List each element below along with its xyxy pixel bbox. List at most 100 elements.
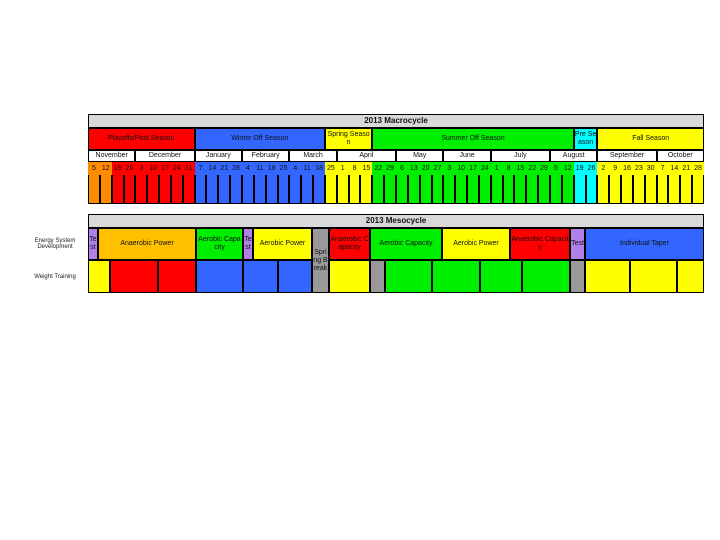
week-fill: [135, 162, 148, 204]
week-day: 7: [194, 162, 207, 175]
phase-cell: Anaerobic Power: [98, 228, 196, 260]
week-fill: [242, 162, 254, 204]
week-day: 11: [301, 162, 314, 175]
week-day: 3: [135, 162, 148, 175]
week-fill: [632, 162, 645, 204]
week-fill: [253, 162, 266, 204]
phase-cell: Anaerobic Capacity: [329, 228, 370, 260]
phase-cell: [385, 260, 432, 293]
week-fill: [265, 162, 278, 204]
week-day: 26: [585, 162, 598, 175]
week-fill: [467, 162, 479, 204]
week-fill: [348, 162, 361, 204]
season: Playoffs/Post Season: [88, 128, 195, 150]
week-day: 10: [455, 162, 468, 175]
month: May: [396, 150, 444, 162]
week-day: 2: [597, 162, 610, 175]
week-fill: [597, 162, 610, 204]
phase-cell: [677, 260, 704, 293]
week-fill: [384, 162, 396, 204]
week-fill: [490, 162, 503, 204]
season: Summer Off Season: [372, 128, 574, 150]
week-day: 7: [656, 162, 669, 175]
week-day: 10: [147, 162, 160, 175]
phase-cell: [278, 260, 312, 293]
week-day: 20: [419, 162, 432, 175]
month: December: [135, 150, 195, 162]
week-fill: [206, 162, 219, 204]
week-fill: [313, 162, 325, 204]
phase-cell: [110, 260, 158, 293]
phase-cell: Individual Taper: [585, 228, 704, 260]
week-day: 8: [348, 162, 361, 175]
week-day: 15: [360, 162, 373, 175]
month: October: [656, 150, 704, 162]
week-fill: [147, 162, 160, 204]
week-day: 21: [218, 162, 231, 175]
week-fill: [170, 162, 183, 204]
week-fill: [668, 162, 681, 204]
week-fill: [573, 162, 586, 204]
week-day: 4: [242, 162, 254, 175]
phase-cell: [158, 260, 196, 293]
month: August: [550, 150, 598, 162]
week-fill: [289, 162, 302, 204]
week-day: 29: [384, 162, 396, 175]
week-fill: [230, 162, 242, 204]
week-fill: [585, 162, 598, 204]
phase-cell: [88, 260, 110, 293]
week-day: 6: [396, 162, 408, 175]
week-fill: [621, 162, 633, 204]
phase-cell: [196, 260, 243, 293]
phase-cell: Anaerobic Capacity: [510, 228, 570, 260]
week-fill: [99, 162, 112, 204]
month: June: [443, 150, 491, 162]
phase-cell: [630, 260, 677, 293]
phase-cell: Spring Break: [312, 228, 329, 293]
week-day: 18: [265, 162, 278, 175]
week-day: 1: [336, 162, 349, 175]
week-day: 4: [289, 162, 302, 175]
phase-cell: Test: [88, 228, 98, 260]
phase-cell: Test: [570, 228, 585, 260]
week-day: 15: [514, 162, 527, 175]
week-fill: [88, 162, 100, 204]
week-fill: [609, 162, 622, 204]
week-day: 28: [230, 162, 242, 175]
week-day: 12: [561, 162, 574, 175]
week-fill: [301, 162, 314, 204]
macro-title: 2013 Macrocycle: [88, 114, 704, 128]
season: Spring Season: [324, 128, 373, 150]
week-fill: [360, 162, 373, 204]
week-fill: [478, 162, 491, 204]
week-fill: [111, 162, 124, 204]
month: July: [490, 150, 550, 162]
week-fill: [194, 162, 207, 204]
phase-cell: [329, 260, 370, 293]
month: January: [194, 150, 242, 162]
week-day: 19: [111, 162, 124, 175]
week-fill: [431, 162, 444, 204]
week-day: 30: [644, 162, 657, 175]
week-fill: [514, 162, 527, 204]
meso-title: 2013 Mesocycle: [88, 214, 704, 228]
season: Pre Season: [573, 128, 598, 150]
month: April: [336, 150, 396, 162]
week-day: 17: [159, 162, 171, 175]
week-day: 13: [407, 162, 420, 175]
week-fill: [502, 162, 515, 204]
week-day: 18: [313, 162, 325, 175]
week-day: 25: [277, 162, 290, 175]
phase-cell: [480, 260, 522, 293]
week-fill: [336, 162, 349, 204]
week-day: 21: [680, 162, 693, 175]
week-fill: [526, 162, 539, 204]
week-day: 27: [431, 162, 444, 175]
week-fill: [550, 162, 562, 204]
week-day: 9: [609, 162, 622, 175]
phase-cell: [432, 260, 480, 293]
week-day: 22: [526, 162, 539, 175]
week-day: 24: [170, 162, 183, 175]
week-day: 12: [99, 162, 112, 175]
